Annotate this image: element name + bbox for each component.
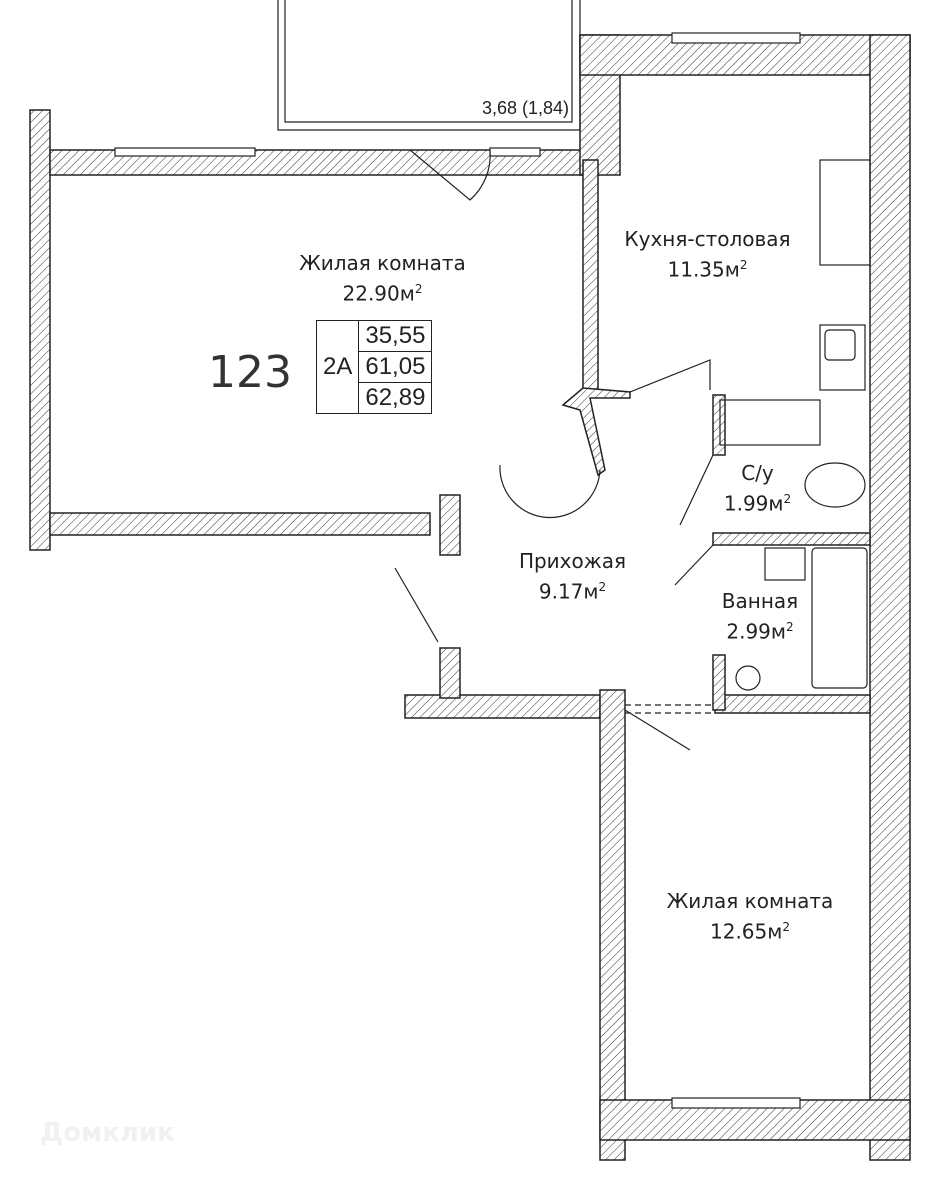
windows: [114, 32, 801, 1109]
room-name: С/у: [741, 461, 774, 485]
room-name: Прихожая: [518, 549, 627, 573]
room-area: 9.17м: [538, 579, 599, 604]
apartment-number: 123: [208, 347, 292, 398]
room-kitchen: Кухня-столовая 11.35м2: [600, 226, 815, 283]
room-living-1: Жилая комната 22.90м2: [270, 250, 495, 307]
balcony-area-label: 3,68 (1,84): [482, 98, 570, 118]
room-bathroom: Ванная 2.99м2: [700, 588, 820, 645]
unit-sup: 2: [414, 282, 423, 296]
room-area: 12.65м: [710, 919, 783, 944]
room-name: Жилая комната: [666, 889, 834, 913]
room-name: Ванная: [721, 589, 799, 613]
apartment-type: 2A: [315, 320, 360, 414]
living-area: 35,55: [358, 320, 433, 352]
area-table: 2A 35,55 61,05 62,89: [315, 320, 433, 414]
total-area-with-balcony: 62,89: [358, 382, 433, 414]
unit-sup: 2: [785, 620, 794, 634]
room-living-2: Жилая комната 12.65м2: [640, 888, 860, 945]
unit-sup: 2: [783, 492, 792, 506]
room-area: 11.35м: [667, 257, 740, 282]
room-name: Кухня-столовая: [624, 227, 791, 251]
room-area: 22.90м: [342, 281, 415, 306]
unit-sup: 2: [739, 258, 748, 272]
room-name: Жилая комната: [299, 251, 466, 275]
room-toilet: С/у 1.99м2: [700, 460, 815, 517]
room-area: 2.99м: [726, 619, 786, 644]
room-hallway: Прихожая 9.17м2: [505, 548, 640, 605]
fixtures: [277, 0, 871, 751]
watermark-logo: Домклик: [40, 1118, 175, 1148]
room-area: 1.99м: [723, 491, 784, 516]
total-area: 61,05: [358, 351, 433, 383]
unit-sup: 2: [782, 920, 790, 934]
unit-sup: 2: [598, 580, 607, 594]
